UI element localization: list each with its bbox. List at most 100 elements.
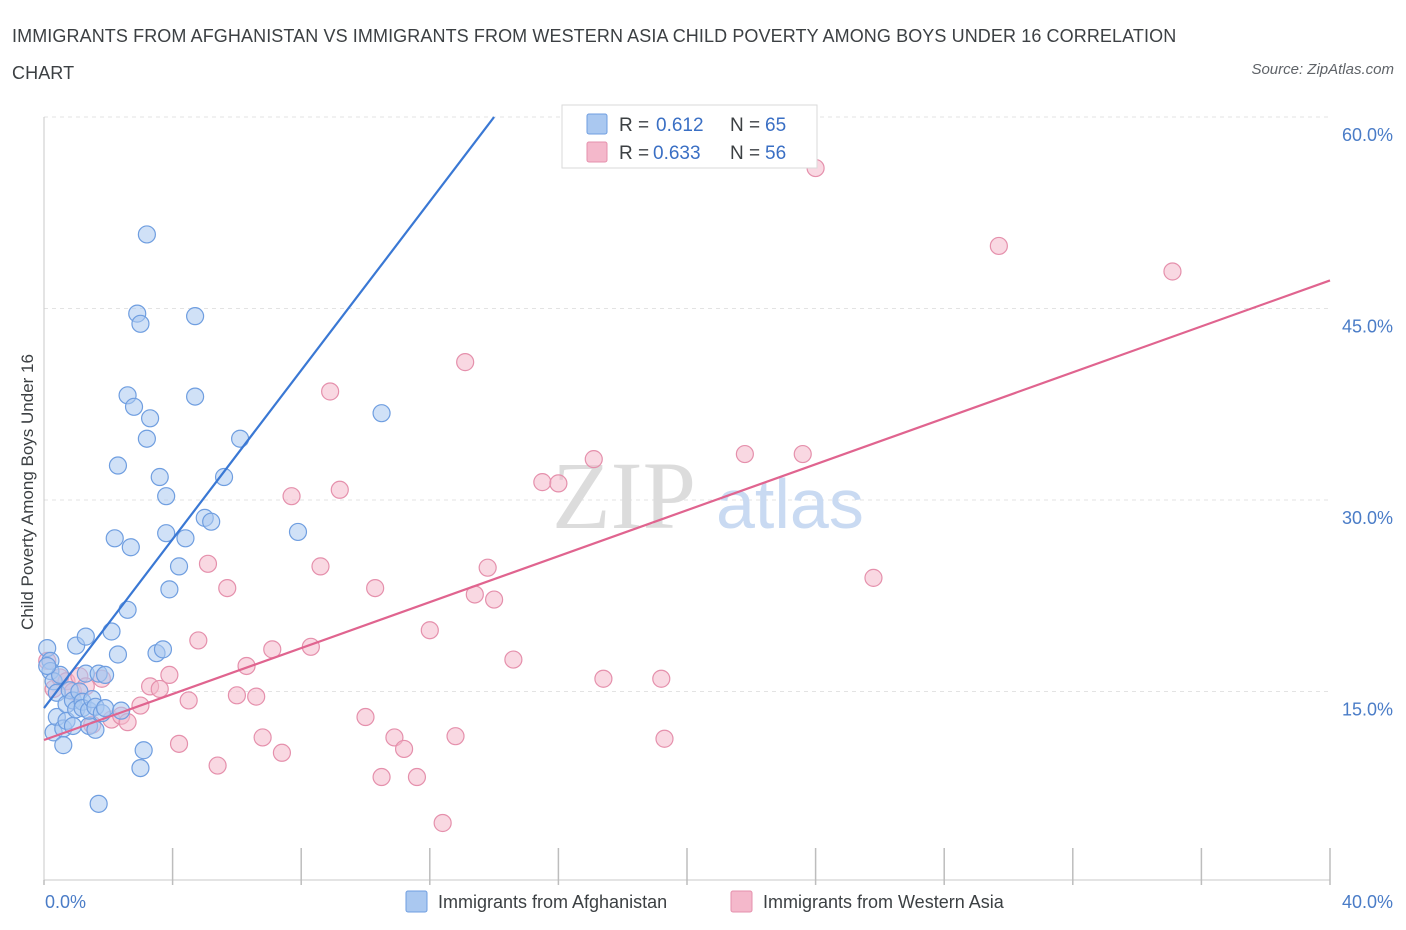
- point-western_asia-54: [793, 444, 812, 464]
- point-western_asia-56: [864, 568, 883, 587]
- point-western_asia-51: [652, 669, 671, 688]
- point-western_asia-52: [655, 729, 674, 748]
- point-western_asia-32: [330, 480, 349, 499]
- point-western_asia-42: [456, 353, 475, 372]
- point-western_asia-39: [420, 621, 439, 640]
- point-western_asia-30: [311, 557, 330, 576]
- stats-legend: R = 0.612 N = 65 R = 0.633 N = 56: [561, 104, 818, 169]
- point-afghanistan-20: [76, 627, 95, 646]
- series-afghanistan-points: [38, 225, 391, 813]
- point-western_asia-15: [160, 665, 179, 685]
- trend-line-afghanistan: [43, 116, 495, 709]
- point-afghanistan-27: [89, 794, 108, 813]
- point-western_asia-47: [533, 473, 552, 492]
- point-western_asia-48: [549, 474, 568, 493]
- point-afghanistan-54: [169, 557, 189, 576]
- y-tick-label-2: 45.0%: [1342, 317, 1393, 337]
- trend-line-western_asia: [43, 279, 1331, 742]
- point-western_asia-58: [1163, 262, 1182, 281]
- legend-n-value-1: 65: [765, 115, 786, 136]
- point-western_asia-35: [372, 767, 391, 787]
- point-western_asia-50: [594, 669, 613, 688]
- point-afghanistan-30: [95, 698, 115, 718]
- point-western_asia-44: [478, 558, 497, 577]
- legend-r-label-2: R =: [619, 143, 649, 164]
- point-afghanistan-59: [202, 512, 221, 531]
- point-western_asia-33: [356, 707, 375, 727]
- point-afghanistan-64: [38, 656, 57, 676]
- point-western_asia-38: [407, 767, 427, 787]
- point-western_asia-21: [218, 578, 237, 598]
- legend-n-label-2: N =: [730, 143, 760, 164]
- y-tick-labels: 15.0% 30.0% 45.0% 60.0%: [1342, 125, 1393, 720]
- bottom-legend-label-afghanistan: Immigrants from Afghanistan: [438, 892, 667, 912]
- point-afghanistan-51: [157, 487, 176, 506]
- point-western_asia-14: [150, 679, 169, 699]
- point-afghanistan-50: [153, 640, 173, 659]
- point-afghanistan-61: [231, 429, 250, 448]
- point-afghanistan-35: [108, 645, 128, 664]
- x-tick-label-0: 0.0%: [45, 892, 86, 912]
- chart-title: IMMIGRANTS FROM AFGHANISTAN VS IMMIGRANT…: [12, 26, 1177, 83]
- watermark-zip: ZIP: [552, 442, 696, 549]
- point-afghanistan-52: [157, 524, 176, 543]
- gridlines: [44, 116, 1330, 692]
- legend-r-value-1: 0.612: [656, 115, 704, 136]
- point-afghanistan-31: [95, 665, 115, 685]
- legend-swatch-afghanistan: [586, 113, 608, 135]
- point-afghanistan-60: [214, 467, 234, 487]
- point-afghanistan-46: [137, 225, 156, 244]
- x-tick-label-1: 40.0%: [1342, 892, 1393, 912]
- point-afghanistan-47: [140, 409, 160, 428]
- series-legend: Immigrants from Afghanistan Immigrants f…: [405, 890, 1005, 913]
- legend-r-value-2: 0.633: [653, 143, 701, 164]
- point-western_asia-17: [179, 691, 198, 710]
- point-western_asia-24: [247, 687, 266, 706]
- legend-n-value-2: 56: [765, 143, 786, 164]
- point-afghanistan-49: [150, 467, 169, 487]
- point-afghanistan-45: [137, 429, 156, 448]
- point-afghanistan-63: [372, 404, 391, 423]
- point-afghanistan-55: [176, 529, 195, 548]
- point-western_asia-49: [584, 450, 603, 469]
- legend-swatch-western-asia: [586, 141, 608, 163]
- watermark-atlas: atlas: [716, 465, 864, 543]
- y-axis-label: Child Poverty Among Boys Under 16: [18, 354, 37, 630]
- point-afghanistan-53: [160, 580, 179, 599]
- point-western_asia-53: [735, 444, 754, 464]
- y-tick-label-0: 15.0%: [1342, 700, 1393, 720]
- point-western_asia-37: [394, 739, 414, 759]
- point-afghanistan-38: [118, 600, 137, 619]
- y-tick-label-1: 30.0%: [1342, 508, 1393, 528]
- source-label: Source: ZipAtlas.com: [1251, 61, 1394, 78]
- axes: [43, 117, 1331, 885]
- trend-lines: [43, 116, 1331, 742]
- point-afghanistan-34: [108, 456, 128, 475]
- point-afghanistan-56: [186, 387, 205, 406]
- bottom-legend-swatch-western-asia: [730, 890, 753, 913]
- point-afghanistan-57: [186, 307, 205, 326]
- watermark: ZIP atlas: [552, 442, 864, 549]
- point-western_asia-28: [282, 487, 301, 506]
- point-western_asia-45: [485, 590, 504, 609]
- legend-r-label-1: R =: [619, 115, 649, 136]
- point-western_asia-16: [169, 734, 189, 753]
- point-western_asia-31: [321, 382, 340, 401]
- bottom-legend-label-western-asia: Immigrants from Western Asia: [763, 892, 1005, 912]
- legend-n-label-1: N =: [730, 115, 760, 136]
- point-western_asia-46: [504, 650, 523, 669]
- point-afghanistan-39: [121, 538, 140, 557]
- point-afghanistan-40: [124, 397, 144, 416]
- point-western_asia-34: [366, 578, 385, 598]
- point-western_asia-19: [198, 554, 218, 573]
- point-western_asia-57: [989, 236, 1008, 256]
- point-western_asia-27: [272, 743, 292, 762]
- point-western_asia-40: [433, 813, 452, 833]
- point-afghanistan-44: [134, 741, 153, 760]
- y-tick-label-3: 60.0%: [1342, 125, 1393, 145]
- point-afghanistan-33: [105, 529, 124, 548]
- point-western_asia-25: [253, 728, 272, 747]
- x-tick-labels: 0.0% 40.0%: [45, 892, 1393, 912]
- bottom-legend-swatch-afghanistan: [405, 890, 428, 913]
